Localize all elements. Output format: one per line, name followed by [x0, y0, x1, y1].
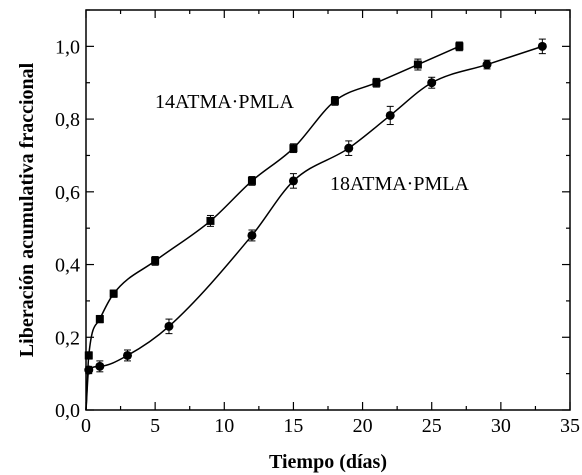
series-1	[84, 38, 547, 411]
y-tick-label: 0,2	[55, 327, 80, 349]
data-point	[537, 41, 547, 51]
data-point	[84, 365, 94, 375]
x-tick-label: 5	[150, 415, 160, 437]
series-label-18atma-pmla: 18ATMA·PMLA	[330, 173, 469, 195]
x-axis-title: Tiempo (días)	[269, 451, 387, 473]
data-point	[455, 42, 464, 51]
ticks-layer: 0 5 10 15 20 25 30 35 0,0 0,2 0,4 0,6 0,8 1,0	[55, 9, 580, 437]
data-point	[385, 110, 395, 120]
x-tick-label: 0	[81, 415, 91, 437]
data-point	[344, 143, 354, 153]
series-layer	[84, 38, 547, 411]
y-axis-title: Liberación acumulativa fraccional	[16, 62, 38, 357]
x-tick-label: 15	[283, 415, 303, 437]
data-point	[122, 350, 132, 360]
data-point	[95, 361, 105, 371]
data-point	[247, 176, 256, 185]
x-tick-label: 30	[491, 415, 511, 437]
data-point	[372, 78, 381, 87]
x-tick-label: 20	[353, 415, 373, 437]
x-tick-label: 35	[560, 415, 580, 437]
data-point	[288, 176, 298, 186]
y-tick-label: 0,0	[55, 400, 80, 422]
data-point	[413, 60, 422, 69]
series-0	[84, 41, 464, 411]
y-tick-label: 1,0	[55, 36, 80, 58]
data-point	[151, 256, 160, 265]
data-point	[109, 289, 118, 298]
plot-frame	[85, 9, 571, 411]
data-point	[84, 351, 93, 360]
data-point	[482, 60, 492, 70]
data-point	[206, 216, 215, 225]
x-tick-label: 10	[214, 415, 234, 437]
data-point	[95, 315, 104, 324]
data-point	[330, 96, 339, 105]
data-point	[289, 144, 298, 153]
y-tick-label: 0,6	[55, 182, 80, 204]
data-point	[164, 321, 174, 331]
data-point	[427, 78, 437, 88]
data-point	[247, 230, 257, 240]
y-tick-label: 0,8	[55, 109, 80, 131]
series-label-14atma-pmla: 14ATMA·PMLA	[155, 91, 294, 113]
x-tick-label: 25	[422, 415, 442, 437]
y-tick-label: 0,4	[55, 255, 80, 277]
